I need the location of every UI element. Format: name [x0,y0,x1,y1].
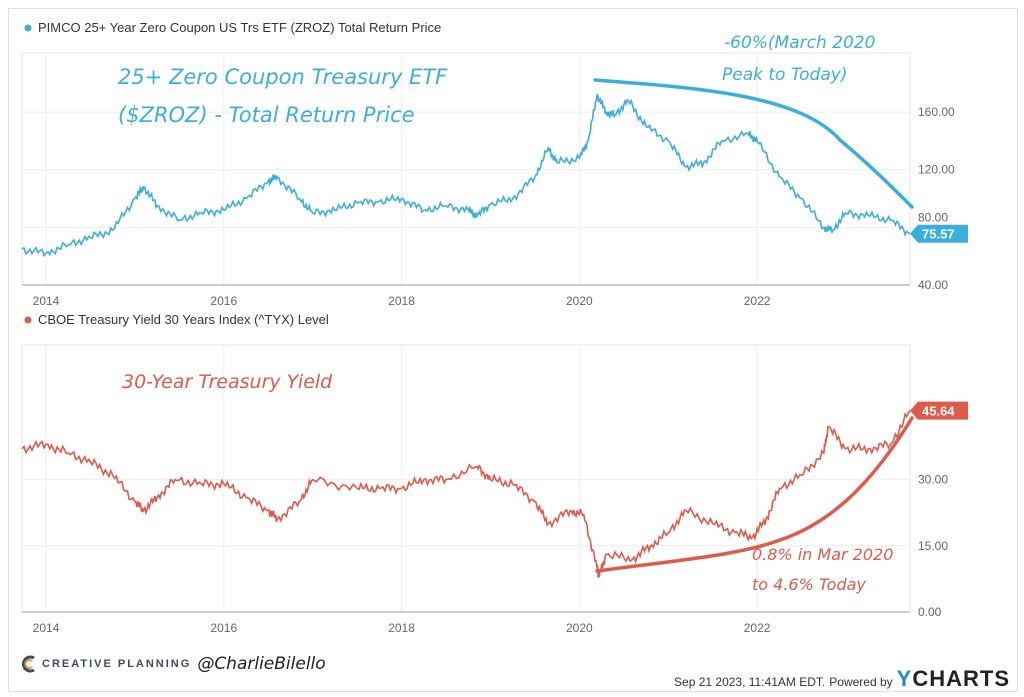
chart1-annotation-curve [593,78,914,209]
chart2-y-tick-label: 30.00 [918,473,948,487]
timestamp: Sep 21 2023, 11:41AM EDT. [674,675,826,689]
chart2-x-tick-label: 2014 [33,621,60,635]
chart2-x-tick-label: 2022 [744,621,771,635]
chart1-annotation-note: -60%(March 2020 [724,33,875,53]
chart1-x-tick-label: 2018 [388,294,415,308]
chart1-y-tick-label: 120.00 [918,163,955,177]
author-handle: @CharlieBilello [197,654,326,674]
chart2-last-value-label: 45.64 [922,404,955,419]
chart1-y-tick-label: 40.00 [918,278,948,292]
chart1-y-tick-label: 80.00 [918,211,948,225]
brand-name: CREATIVE PLANNING [42,658,192,670]
footer-source: Sep 21 2023, 11:41AM EDT. Powered by YCH… [674,666,1010,692]
chart1-last-value-label: 75.57 [922,227,955,242]
chart2-legend-label: CBOE Treasury Yield 30 Years Index (^TYX… [38,312,329,327]
chart2-y-tick-label: 15.00 [918,539,948,553]
chart-card [8,8,1018,692]
chart2-annotation-note: 0.8% in Mar 2020 [752,545,893,564]
ycharts-logo: YCHARTS [896,666,1010,691]
chart2-last-value-badge [910,401,968,420]
chart1-y-tick-label: 160.00 [918,105,955,119]
chart2-legend-marker [24,316,32,324]
chart1-legend-label: PIMCO 25+ Year Zero Coupon US Trs ETF (Z… [38,20,441,35]
chart2-x-tick-label: 2020 [566,621,593,635]
chart1-annotation-note: Peak to Today) [722,65,847,85]
chart1-x-tick-label: 2014 [33,294,60,308]
chart1-x-tick-label: 2020 [566,294,593,308]
chart2-x-tick-label: 2016 [210,621,237,635]
chart1-last-value-badge [910,224,968,243]
chart1-x-tick-label: 2016 [210,294,237,308]
chart2-annotation-curve [595,416,914,573]
chart1-series-line [21,93,911,258]
chart2-x-tick-label: 2018 [388,621,415,635]
chart2-y-tick-label: 0.00 [918,605,942,619]
chart2-annotation-note: to 4.6% Today [752,575,866,594]
chart2-annotation-title: 30-Year Treasury Yield [122,371,333,393]
powered-by: Powered by [829,675,893,689]
chart1-x-tick-label: 2022 [744,294,771,308]
footer-branding: CREATIVE PLANNING @CharlieBilello [22,654,326,674]
chart2-series-line [21,410,911,578]
creative-planning-logo-icon [22,655,35,673]
chart1-annotation-title: 25+ Zero Coupon Treasury ETF [118,65,448,89]
chart1-annotation-title: ($ZROZ) - Total Return Price [118,103,415,127]
chart1-legend-marker [24,24,32,32]
